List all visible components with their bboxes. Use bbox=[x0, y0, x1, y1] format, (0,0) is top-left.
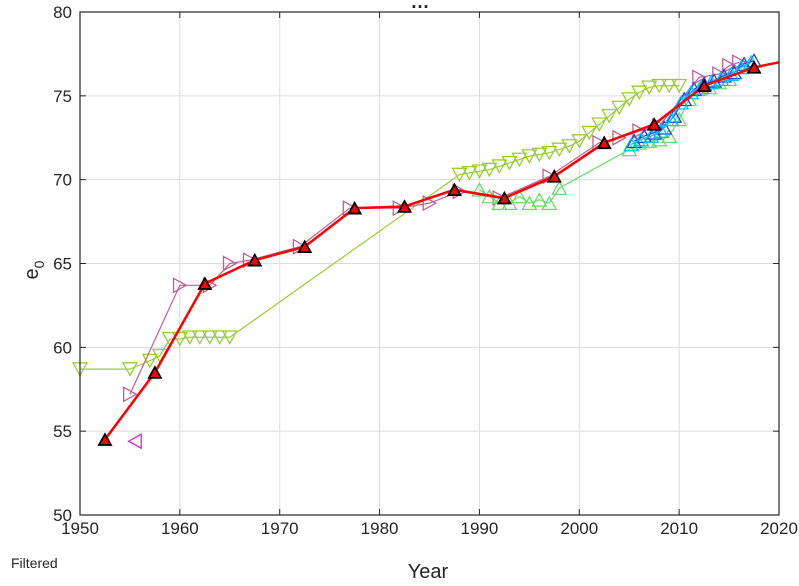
data-point bbox=[521, 149, 538, 164]
data-point bbox=[633, 131, 650, 147]
data-point bbox=[651, 78, 668, 94]
data-point bbox=[551, 142, 568, 158]
data-point bbox=[661, 78, 678, 94]
data-point bbox=[673, 94, 690, 110]
x-tick-label: 2000 bbox=[560, 519, 598, 538]
data-point bbox=[722, 57, 737, 74]
x-axis: 1950 1960 1970 1980 1990 2000 2010 2020 bbox=[61, 12, 798, 538]
data-point bbox=[397, 199, 413, 213]
data-point bbox=[666, 108, 683, 123]
data-point bbox=[656, 120, 673, 135]
data-point bbox=[451, 167, 468, 183]
x-tick-label: 1950 bbox=[61, 519, 99, 538]
data-point bbox=[612, 129, 627, 146]
data-point bbox=[191, 330, 208, 345]
y-axis-label-subscript: 0 bbox=[31, 260, 47, 268]
data-point bbox=[511, 152, 528, 168]
data-point bbox=[663, 111, 680, 127]
data-point bbox=[561, 139, 578, 154]
data-point bbox=[222, 255, 238, 272]
data-point bbox=[347, 200, 363, 215]
data-point bbox=[491, 159, 508, 174]
x-tick-label: 2010 bbox=[660, 519, 698, 538]
data-point bbox=[653, 123, 670, 138]
data-point bbox=[121, 362, 139, 377]
data-point bbox=[501, 155, 518, 171]
data-point bbox=[297, 239, 313, 254]
data-point bbox=[221, 330, 238, 345]
y-tick-label: 65 bbox=[53, 255, 72, 274]
x-axis-label: Year bbox=[408, 561, 449, 583]
data-point bbox=[581, 125, 598, 141]
data-point bbox=[211, 330, 228, 345]
y-axis-label-group: e0 bbox=[21, 260, 47, 279]
data-point bbox=[596, 135, 612, 150]
x-tick-label: 1980 bbox=[361, 519, 399, 538]
data-point bbox=[601, 109, 618, 124]
data-point bbox=[591, 117, 608, 132]
data-point bbox=[531, 147, 548, 163]
data-point bbox=[122, 386, 138, 403]
data-point bbox=[446, 182, 462, 197]
data-point bbox=[461, 166, 478, 181]
filtered-note: Filtered bbox=[11, 555, 58, 571]
data-point bbox=[471, 182, 488, 197]
data-point bbox=[551, 180, 568, 195]
data-point bbox=[247, 252, 263, 267]
data-point bbox=[611, 100, 628, 116]
data-point bbox=[471, 164, 488, 179]
data-point bbox=[172, 277, 188, 294]
x-tick-label: 1970 bbox=[261, 519, 299, 538]
data-point bbox=[147, 365, 163, 379]
data-point bbox=[127, 433, 142, 450]
data-point bbox=[541, 195, 558, 211]
data-point bbox=[481, 162, 498, 178]
y-tick-label: 75 bbox=[53, 87, 72, 106]
data-point bbox=[97, 432, 113, 446]
data-point bbox=[521, 195, 538, 211]
y-tick-label: 60 bbox=[53, 338, 72, 357]
data-point bbox=[201, 330, 218, 345]
data-point bbox=[671, 78, 688, 94]
data-point bbox=[661, 128, 678, 144]
y-tick-label: 70 bbox=[53, 171, 72, 190]
data-point bbox=[746, 60, 762, 74]
y-axis-label-main: e bbox=[21, 268, 43, 279]
y-axis-label: e0 bbox=[21, 260, 47, 279]
y-tick-label: 50 bbox=[53, 506, 72, 525]
data-point bbox=[181, 330, 198, 345]
data-point bbox=[422, 195, 438, 212]
series-6 bbox=[97, 60, 780, 446]
data-point bbox=[692, 69, 707, 86]
x-tick-label: 1990 bbox=[461, 519, 499, 538]
y-axis: 50 55 60 65 70 75 80 bbox=[53, 3, 779, 525]
series-layer bbox=[71, 52, 780, 450]
data-point bbox=[671, 111, 688, 127]
data-point bbox=[496, 190, 512, 205]
data-point bbox=[531, 192, 548, 207]
data-point bbox=[546, 169, 562, 183]
data-point bbox=[631, 85, 648, 101]
data-point bbox=[696, 78, 712, 93]
y-tick-label: 80 bbox=[53, 3, 72, 22]
x-tick-label: 1960 bbox=[161, 519, 199, 538]
data-point bbox=[541, 145, 558, 161]
data-point bbox=[646, 117, 662, 131]
y-tick-label: 55 bbox=[53, 422, 72, 441]
data-point bbox=[511, 188, 528, 204]
data-point bbox=[171, 332, 188, 347]
series-2 bbox=[127, 433, 142, 450]
data-point bbox=[621, 92, 638, 107]
data-point bbox=[571, 134, 588, 149]
series-0 bbox=[71, 78, 688, 377]
data-point bbox=[641, 80, 658, 96]
chart-title: … bbox=[411, 0, 430, 13]
x-tick-label: 2020 bbox=[760, 519, 798, 538]
data-point bbox=[197, 276, 213, 290]
series-line bbox=[630, 61, 752, 145]
data-point bbox=[141, 353, 159, 369]
